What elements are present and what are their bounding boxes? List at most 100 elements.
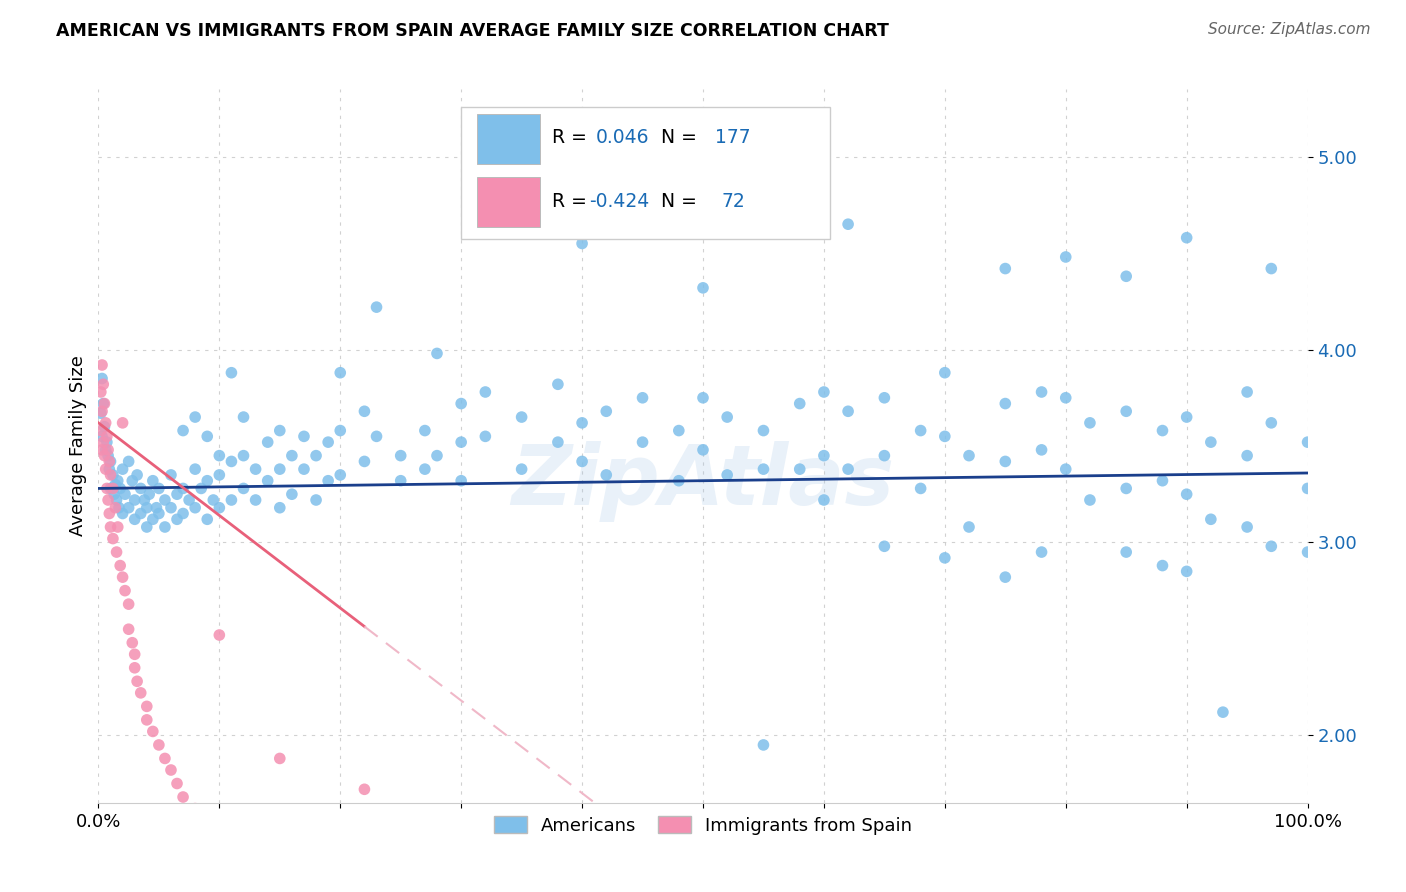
Point <box>450 435 472 450</box>
Point <box>571 236 593 251</box>
Point <box>1115 269 1137 284</box>
Point <box>571 454 593 468</box>
Point <box>142 724 165 739</box>
Point <box>127 467 149 482</box>
Point <box>91 404 114 418</box>
Point <box>195 512 218 526</box>
Point <box>413 424 436 438</box>
Point <box>91 377 114 392</box>
Point <box>692 442 714 457</box>
Point <box>571 416 593 430</box>
Point <box>329 467 352 482</box>
Point <box>142 512 165 526</box>
Point <box>94 416 117 430</box>
Point <box>134 493 156 508</box>
Point <box>1260 261 1282 276</box>
Point <box>160 763 183 777</box>
Point <box>813 384 835 399</box>
Text: R =: R = <box>551 193 593 211</box>
Point <box>96 435 118 450</box>
Point <box>160 500 183 515</box>
Point <box>166 512 188 526</box>
Point <box>105 545 128 559</box>
Point <box>1031 442 1053 457</box>
Point <box>269 751 291 765</box>
Point <box>160 467 183 482</box>
Point <box>668 424 690 438</box>
Point <box>269 424 291 438</box>
Point <box>124 648 146 662</box>
Point <box>148 507 170 521</box>
Point <box>1115 404 1137 418</box>
Point <box>910 424 932 438</box>
Point <box>103 487 125 501</box>
Point <box>957 449 980 463</box>
Point <box>353 404 375 418</box>
Point <box>195 474 218 488</box>
Point <box>91 358 114 372</box>
Point <box>450 396 472 410</box>
Point <box>90 384 112 399</box>
Point <box>389 474 412 488</box>
Point <box>195 429 218 443</box>
Point <box>100 482 122 496</box>
Point <box>281 487 304 501</box>
Point <box>329 424 352 438</box>
Point <box>1115 545 1137 559</box>
Point <box>124 493 146 508</box>
Point <box>91 442 114 457</box>
Point <box>129 482 152 496</box>
Point <box>305 449 328 463</box>
Point <box>135 520 157 534</box>
Point <box>1199 435 1222 450</box>
Point <box>135 699 157 714</box>
Point <box>353 782 375 797</box>
Point <box>166 776 188 790</box>
Point <box>631 435 654 450</box>
Point <box>124 661 146 675</box>
Point <box>121 474 143 488</box>
Point <box>1175 410 1198 425</box>
Point <box>202 493 225 508</box>
Point <box>111 507 134 521</box>
Point <box>142 474 165 488</box>
Point <box>98 507 121 521</box>
Point <box>111 416 134 430</box>
Point <box>172 790 194 805</box>
Point <box>752 738 775 752</box>
Point <box>93 449 115 463</box>
Point <box>1175 230 1198 244</box>
Point <box>595 404 617 418</box>
Point <box>100 467 122 482</box>
Point <box>91 371 114 385</box>
Point <box>547 435 569 450</box>
Point <box>104 500 127 515</box>
Text: ZipAtlas: ZipAtlas <box>512 442 894 522</box>
Point <box>366 429 388 443</box>
Text: N =: N = <box>661 193 703 211</box>
Point <box>1078 416 1101 430</box>
Y-axis label: Average Family Size: Average Family Size <box>69 356 87 536</box>
Text: R =: R = <box>551 128 593 146</box>
Point <box>668 474 690 488</box>
Point <box>873 539 896 553</box>
Point <box>208 467 231 482</box>
Point <box>90 406 112 420</box>
Point <box>389 449 412 463</box>
Text: 72: 72 <box>721 193 745 211</box>
Point <box>547 377 569 392</box>
Point <box>166 487 188 501</box>
Point <box>90 424 112 438</box>
Point <box>111 570 134 584</box>
Point <box>148 482 170 496</box>
Point <box>1054 391 1077 405</box>
Point <box>148 738 170 752</box>
Point <box>97 442 120 457</box>
Point <box>121 636 143 650</box>
Point <box>184 462 207 476</box>
Point <box>245 462 267 476</box>
Point <box>256 474 278 488</box>
Point <box>631 391 654 405</box>
Point <box>100 520 122 534</box>
Point <box>153 493 176 508</box>
